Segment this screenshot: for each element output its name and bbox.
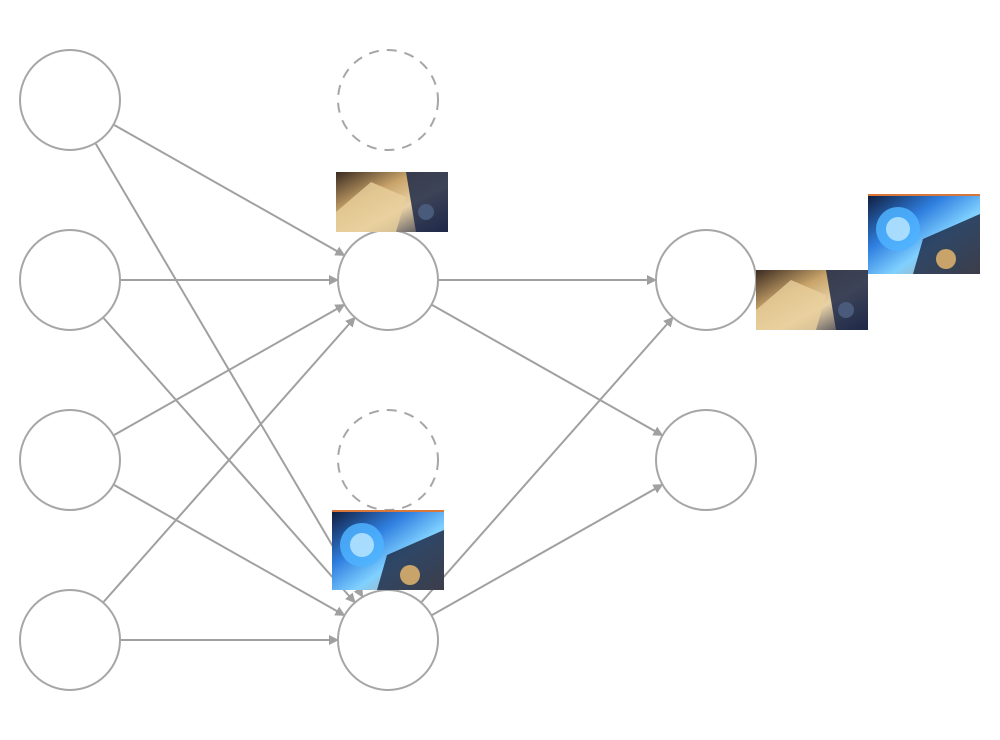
edge-in-4-to-h-1: [102, 316, 356, 604]
input-node-1: [19, 49, 121, 151]
output-node-1: [655, 229, 757, 331]
edge-in-3-to-h-1: [113, 303, 346, 437]
input-node-3: [19, 409, 121, 511]
output-node-2: [655, 409, 757, 511]
dropped-hidden-node-1: [337, 49, 439, 151]
hidden-node-1: [337, 229, 439, 331]
input-node-2: [19, 229, 121, 331]
edge-h-2-to-out-1: [420, 316, 674, 604]
nodes-group: [19, 49, 757, 691]
hidden-node-2: [337, 589, 439, 691]
dropped-hidden-node-2: [337, 409, 439, 511]
output-hero-gold-thumbnail: [756, 270, 868, 330]
hero-gold-thumbnail: [336, 172, 448, 232]
edge-h-2-to-out-2: [431, 483, 664, 617]
input-node-4: [19, 589, 121, 691]
edges-group: [94, 123, 674, 645]
edge-in-3-to-h-2: [113, 483, 346, 617]
hero-blue-thumbnail: [332, 510, 444, 590]
edge-in-1-to-h-1: [113, 123, 346, 257]
edge-h-1-to-out-2: [431, 303, 664, 437]
output-hero-blue-thumbnail: [868, 194, 980, 274]
